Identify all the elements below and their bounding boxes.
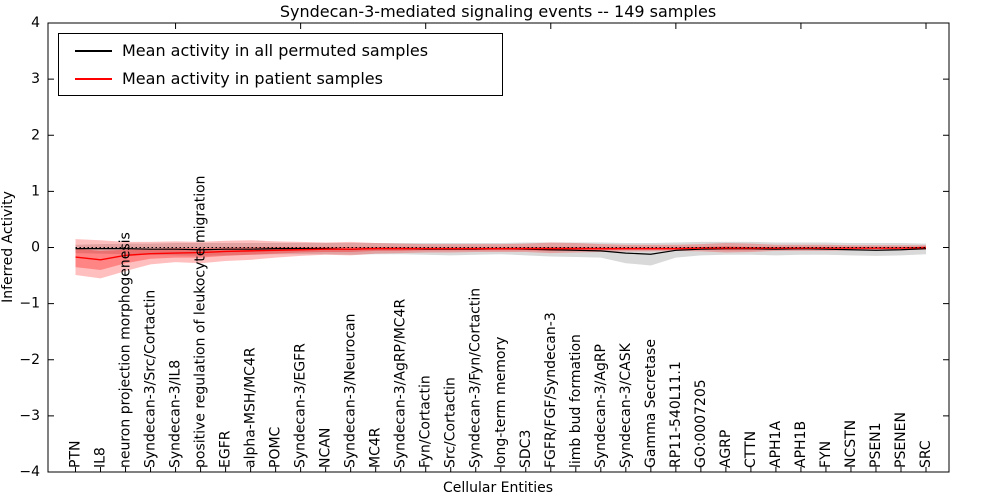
legend-item-patient: Mean activity in patient samples [59,68,502,90]
x-tick-label: Syndecan-3/AgRP [593,344,609,468]
x-tick-label: alpha-MSH/MC4R [243,347,259,468]
patient-mean-line [75,246,927,261]
x-tick-label: IL8 [93,447,109,468]
x-tick-label: NCSTN [843,420,859,468]
x-tick-label: EGFR [218,430,234,468]
chart-title: Syndecan-3-mediated signaling events -- … [280,2,716,21]
x-tick-label: Syndecan-3/AgRP/MC4R [393,299,409,468]
x-tick-label: Syndecan-3/EGFR [293,343,309,468]
x-tick-label: PSENEN [893,412,909,468]
y-tick-label: 1 [31,183,40,199]
x-tick-label: GO:0007205 [693,379,709,468]
x-tick-label: neuron projection morphogenesis [118,232,134,468]
x-tick-label: Syndecan-3/Fyn/Cortactin [468,288,484,468]
x-tick-label: Syndecan-3/Src/Cortactin [143,290,159,468]
legend-label-permuted: Mean activity in all permuted samples [122,41,429,60]
x-tick-label: MC4R [368,427,384,468]
x-tick-label: Syndecan-3/IL8 [168,360,184,468]
legend-label-patient: Mean activity in patient samples [122,69,383,88]
y-tick-label: −3 [19,408,40,424]
x-tick-label: NCAN [318,428,334,468]
x-tick-label: Syndecan-3/Neurocan [343,314,359,469]
y-tick-label: 3 [31,71,40,87]
x-tick-label: FYN [818,441,834,468]
x-tick-label: APH1B [793,421,809,468]
x-tick-label: Syndecan-3/CASK [618,342,634,468]
x-tick-label: APH1A [768,421,784,468]
x-tick-label: CTTN [743,431,759,468]
legend-item-permuted: Mean activity in all permuted samples [59,40,502,62]
x-tick-label: Src/Cortactin [443,377,459,468]
y-tick-label: −2 [19,352,40,368]
y-tick-label: 0 [31,240,40,256]
y-tick-label: 4 [31,15,40,31]
x-tick-label: Fyn/Cortactin [418,375,434,468]
y-axis-title: Inferred Activity [0,191,16,303]
y-tick-label: −4 [19,464,40,480]
x-tick-label: AGRP [718,430,734,468]
x-tick-label: POMC [268,426,284,468]
x-axis-title: Cellular Entities [443,480,553,496]
patient-range-inner-band [75,246,926,270]
legend-line-black-icon [75,49,112,52]
x-tick-label: PSEN1 [868,422,884,468]
x-tick-label: SRC [918,440,934,468]
x-tick-label: FGFR/FGF/Syndecan-3 [543,312,559,468]
x-tick-label: SDC3 [518,430,534,468]
plot-area: 4 3 2 1 0 −1 −2 −3 −4 PTN IL8 neuron projection mor… [19,15,949,480]
plot-frame [47,22,950,473]
legend: Mean activity in all permuted samples Me… [58,33,503,96]
x-tick-label: RP11-540L11.1 [668,361,684,468]
x-tick-label: PTN [68,441,84,468]
x-tick-label: Gamma Secretase [643,339,659,468]
legend-line-red-icon [75,77,112,80]
x-tick-label: long-term memory [493,337,509,468]
x-tick-label: positive regulation of leukocyte migrati… [193,175,209,468]
y-tick-label: 2 [31,127,40,143]
y-tick-label: −1 [19,296,40,312]
x-tick-label: limb bud formation [568,334,584,468]
